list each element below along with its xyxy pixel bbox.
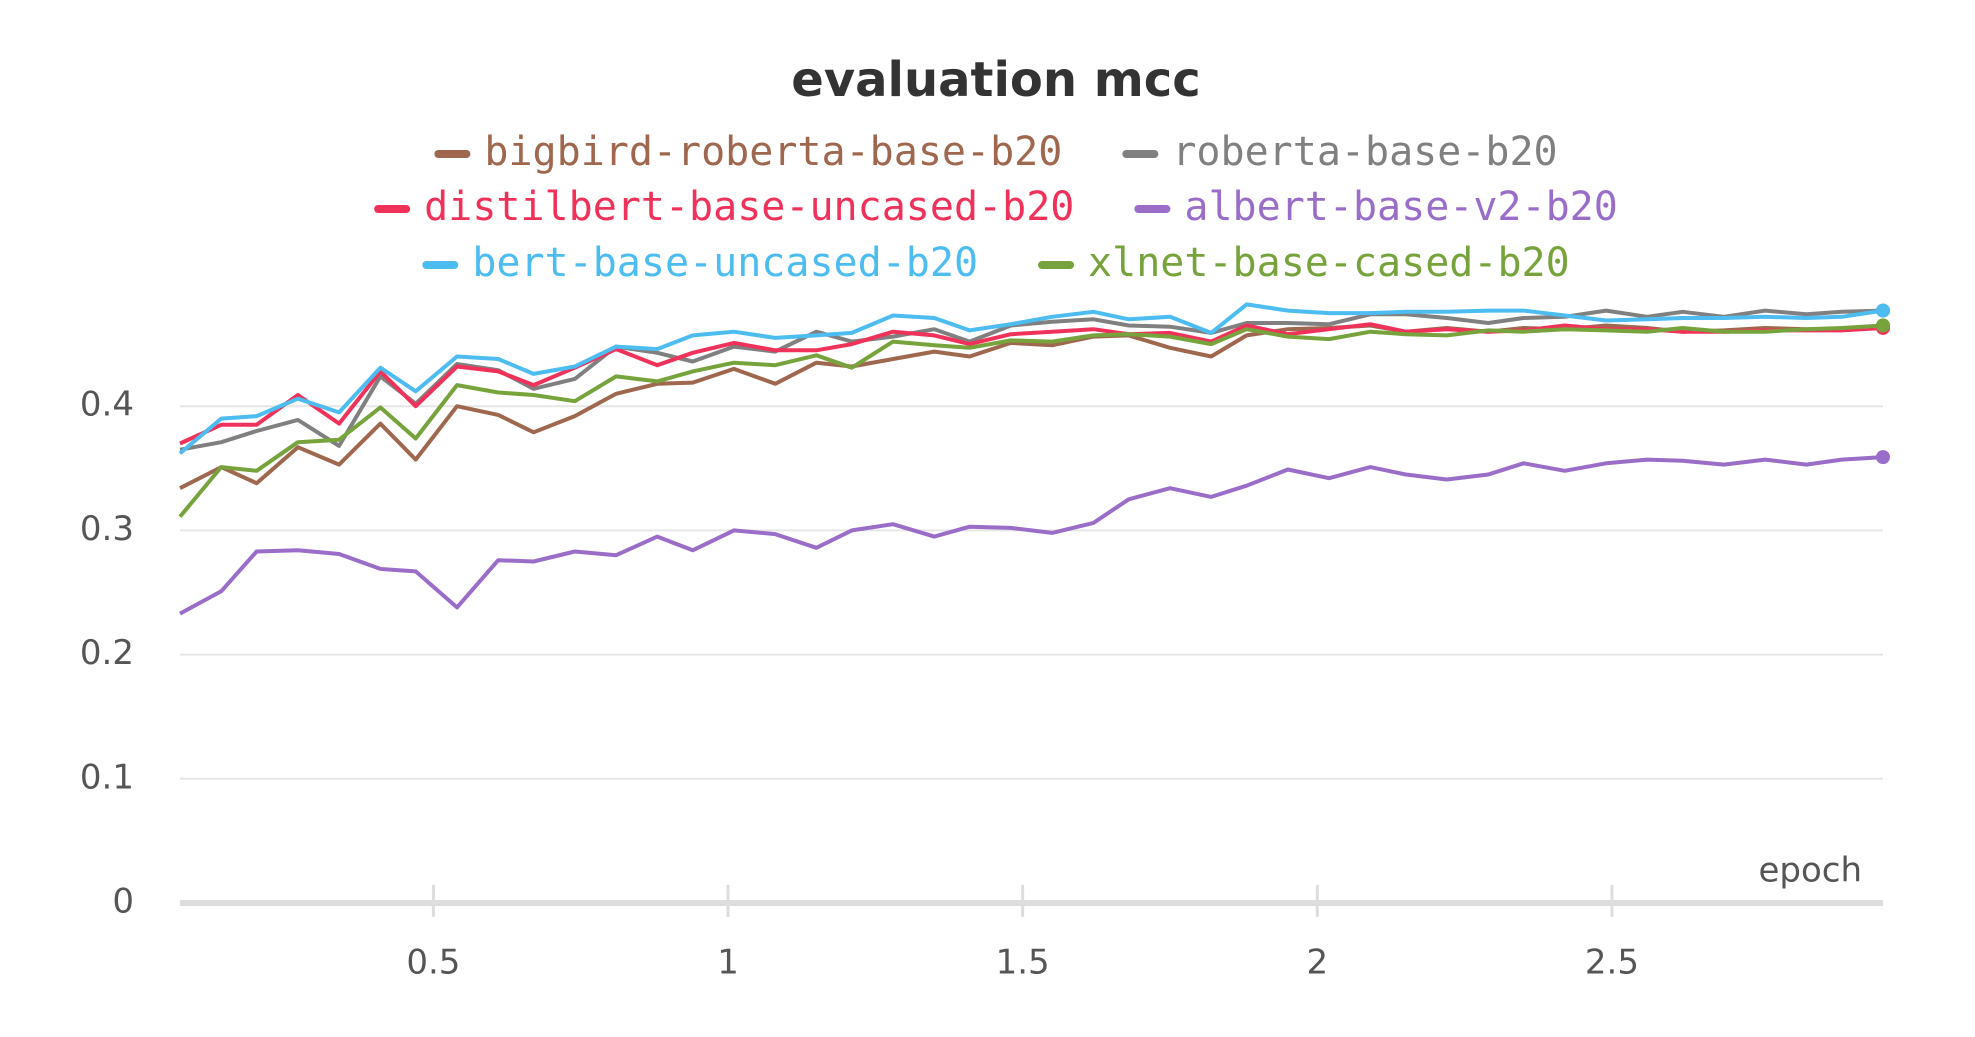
legend-row: distilbert-base-uncased-b20 albert-base-v… xyxy=(374,184,1618,230)
x-tick-label: 2 xyxy=(1306,943,1328,983)
end-point xyxy=(1876,303,1890,318)
legend-row: bert-base-uncased-b20 xlnet-base-cased-b2… xyxy=(422,240,1570,286)
legend-label: xlnet-base-cased-b20 xyxy=(1088,240,1570,286)
legend-swatch xyxy=(1134,205,1171,213)
series-line xyxy=(179,455,1884,616)
legend-swatch xyxy=(422,261,459,269)
y-tick-label: 0 xyxy=(112,882,134,922)
legend-swatch xyxy=(1038,261,1075,269)
y-tick-label: 0.1 xyxy=(80,757,134,797)
legend-label: roberta-base-b20 xyxy=(1172,129,1557,175)
x-tick-label: 1.5 xyxy=(996,943,1050,983)
end-point xyxy=(1876,318,1890,333)
series-line xyxy=(178,323,1884,518)
y-tick-label: 0.2 xyxy=(80,633,134,673)
x-tick-label: 1 xyxy=(717,943,739,983)
legend-swatch xyxy=(374,205,411,213)
y-tick-label: 0.4 xyxy=(80,385,134,425)
legend-swatch xyxy=(1122,150,1159,158)
legend-label: bigbird-roberta-base-b20 xyxy=(484,129,1062,175)
series-line xyxy=(178,302,1884,455)
y-tick-label: 0.3 xyxy=(80,509,134,549)
x-tick-label: 2.5 xyxy=(1585,943,1639,983)
chart-title: evaluation mcc xyxy=(791,52,1200,108)
legend-label: albert-base-v2-b20 xyxy=(1184,184,1617,230)
legend-label: bert-base-uncased-b20 xyxy=(472,240,978,286)
legend-swatch xyxy=(434,150,471,158)
legend-label: distilbert-base-uncased-b20 xyxy=(424,184,1074,230)
legend-row: bigbird-roberta-base-b20 roberta-base-b20 xyxy=(434,129,1558,175)
end-point xyxy=(1876,450,1890,465)
series-line xyxy=(179,308,1884,452)
series-line xyxy=(179,323,1884,490)
x-tick-label: 0.5 xyxy=(406,943,460,983)
x-axis-label: epoch xyxy=(1758,851,1862,891)
